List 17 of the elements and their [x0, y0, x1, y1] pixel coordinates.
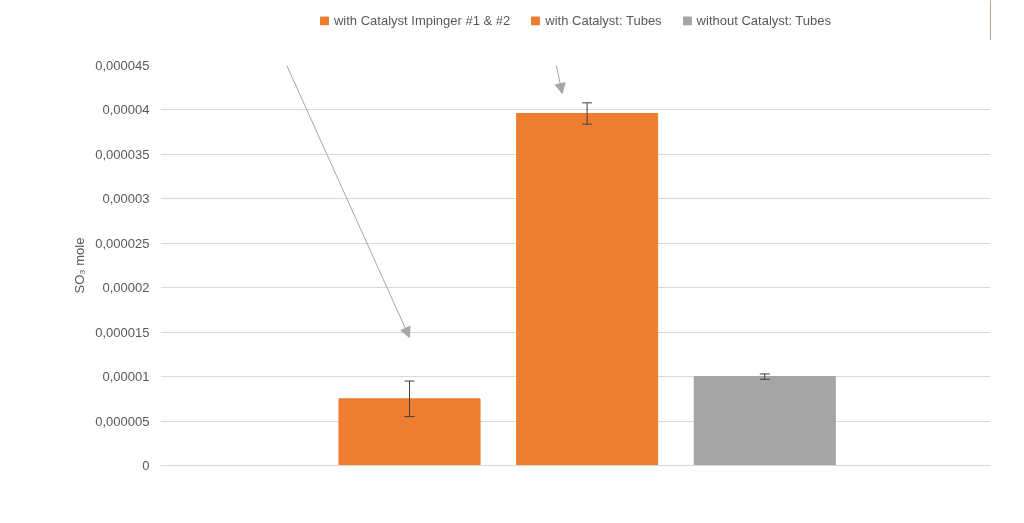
legend-label: without Catalyst: Tubes	[696, 12, 832, 28]
y-tick-label: 0,000035	[95, 146, 150, 162]
y-tick-label: 0	[142, 458, 150, 473]
legend-label: with Catalyst Impinger #1 & #2	[333, 12, 511, 28]
legend-label: with Catalyst: Tubes	[545, 12, 662, 28]
y-tick-label: 0,000015	[95, 324, 150, 340]
bar	[516, 113, 659, 466]
y-tick-label: 0,00002	[102, 280, 150, 296]
bar	[338, 398, 481, 466]
y-axis-title: SO₃ mole	[72, 237, 88, 294]
y-tick-label: 0,00001	[102, 369, 150, 385]
y-tick-label: 0,000025	[95, 235, 150, 251]
bar	[693, 376, 836, 466]
y-tick-label: 0,00004	[102, 102, 150, 118]
y-tick-label: 0,000005	[95, 413, 150, 429]
y-tick-label: 0,000045	[95, 58, 150, 73]
y-tick-label: 0,00003	[102, 191, 150, 207]
